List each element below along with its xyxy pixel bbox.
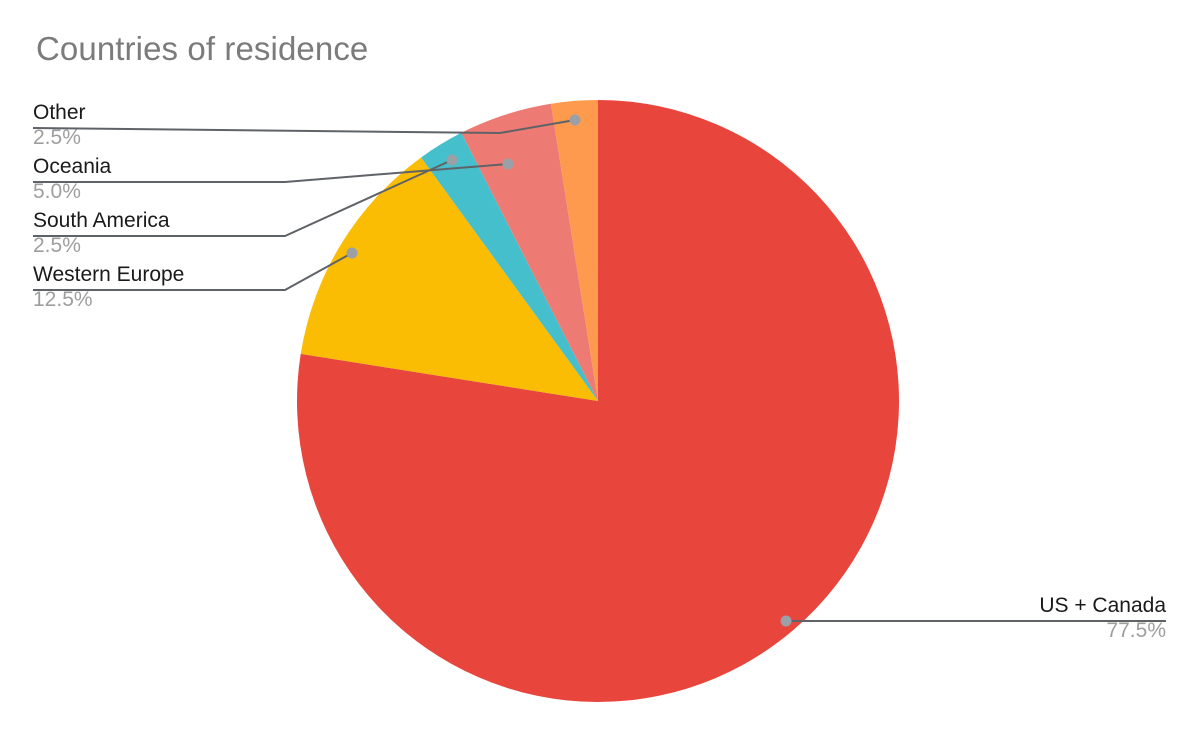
callout-us-canada-label: US + Canada (1039, 594, 1166, 617)
callout-south-america-value: 2.5% (33, 234, 81, 257)
callout-other-label: Other (33, 101, 86, 124)
pie-slice-other[interactable] (550, 100, 598, 401)
leader-line-other (32, 119, 576, 135)
leader-dot-oceania (502, 158, 514, 170)
pie-slice-us-canada[interactable] (297, 100, 900, 702)
callout-us-canada[interactable]: US + Canada 77.5% (1039, 593, 1166, 643)
callout-western-europe-label: Western Europe (33, 263, 185, 286)
leader-dot-western-europe (346, 247, 358, 259)
leader-dot-other (569, 114, 581, 126)
leader-line-oceania (33, 163, 509, 183)
callout-other-value: 2.5% (33, 126, 81, 149)
callout-western-europe[interactable]: Western Europe 12.5% (33, 262, 184, 312)
callout-south-america-label: South America (33, 209, 170, 232)
callout-oceania-label: Oceania (33, 155, 112, 178)
leader-line-western-europe (33, 252, 353, 291)
leader-dot-us-canada (780, 615, 792, 627)
pie-slice-south-america[interactable] (421, 132, 598, 401)
callout-oceania-value: 5.0% (33, 180, 81, 203)
callout-us-canada-value: 77.5% (1106, 619, 1166, 642)
leader-line-south-america (33, 159, 453, 237)
chart-title: Countries of residence (36, 30, 369, 67)
callout-western-europe-value: 12.5% (33, 288, 93, 311)
callout-oceania[interactable]: Oceania 5.0% (33, 154, 111, 204)
callout-other[interactable]: Other 2.5% (33, 100, 86, 150)
leader-dot-south-america (446, 154, 458, 166)
callout-south-america[interactable]: South America 2.5% (33, 208, 170, 258)
pie-slice-oceania[interactable] (461, 103, 598, 402)
pie-slice-western-europe[interactable] (300, 157, 598, 401)
